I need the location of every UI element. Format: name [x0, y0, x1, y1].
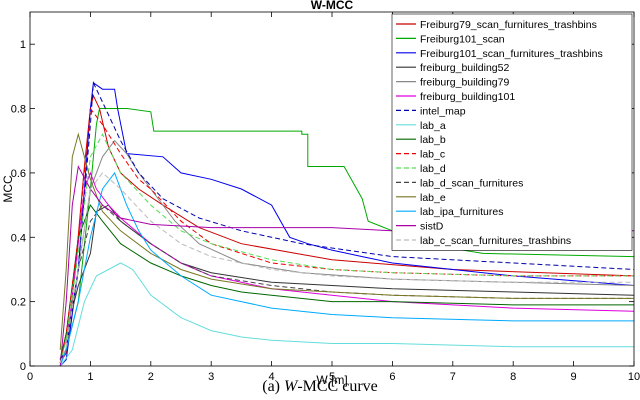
caption-suffix: -MCC curve	[297, 378, 378, 395]
x-axis-label: W [m]	[316, 373, 347, 387]
legend-box	[391, 13, 633, 251]
legend-entry: lab_ipa_furnitures	[420, 206, 503, 218]
y-tick-label: 0.6	[11, 168, 26, 180]
legend-entry: freiburg_building79	[420, 77, 509, 89]
x-tick-label: 8	[510, 371, 516, 383]
series-line-10	[59, 107, 634, 363]
y-tick-label: 1	[20, 39, 26, 51]
legend: Freiburg79_scan_furnitures_trashbins Frei…	[391, 13, 633, 251]
series-line-8	[59, 262, 634, 367]
series-line-7	[59, 80, 635, 360]
legend-entry: lab_c_scan_furnitures_trashbins	[420, 235, 571, 247]
series-line-2	[59, 108, 635, 360]
y-tick-label: 0.4	[11, 232, 26, 244]
series-line-16	[59, 172, 634, 363]
chart-title: W-MCC	[311, 0, 354, 12]
x-tick-label: 9	[571, 371, 577, 383]
caption-prefix: (a)	[262, 378, 280, 395]
legend-entry: lab_d	[420, 163, 446, 175]
legend-entry: Freiburg101_scan_furnitures_trashbins	[420, 48, 603, 60]
series-line-15	[59, 164, 634, 367]
x-tick-label: 3	[208, 371, 214, 383]
x-tick-label: 10	[628, 371, 640, 383]
legend-entry: lab_d_scan_furnitures	[420, 177, 523, 189]
y-tick-label: 0	[20, 361, 26, 373]
legend-entry: freiburg_building52	[420, 62, 509, 74]
x-tick-label: 5	[329, 371, 335, 383]
series-line-14	[59, 171, 634, 367]
series-layer	[59, 80, 635, 367]
legend-entry: lab_a	[420, 120, 446, 132]
y-axis-label: MCC	[1, 175, 15, 203]
series-line-13	[59, 132, 634, 350]
legend-entry: lab_e	[420, 192, 446, 204]
x-tick-label: 0	[27, 371, 33, 383]
legend-entry: freiburg_building101	[420, 91, 515, 103]
legend-entry: sistD	[420, 221, 444, 233]
legend-entry: lab_b	[420, 134, 446, 146]
series-line-11	[59, 133, 634, 363]
axes: 0 1 2 3 4 5 6 7 8 9 10 0 0.2 0.4 0.6 0.8 1	[11, 11, 640, 383]
legend-entry: Freiburg79_scan_furnitures_trashbins	[420, 19, 597, 31]
series-line-3	[59, 81, 635, 367]
x-tick-label: 7	[450, 371, 456, 383]
legend-entry: lab_c	[420, 149, 445, 161]
figure-caption: (a) W-MCC curve	[0, 378, 640, 396]
legend-entry: intel_map	[420, 105, 466, 117]
caption-variable: W	[284, 378, 298, 395]
x-tick-label: 6	[389, 371, 395, 383]
x-tick-label: 2	[148, 371, 154, 383]
y-tick-label: 0.2	[11, 297, 26, 309]
legend-entry: Freiburg101_scan	[420, 33, 505, 45]
y-tick-label: 0.8	[11, 104, 26, 116]
x-tick-label: 1	[87, 371, 93, 383]
x-tick-label: 4	[269, 371, 275, 383]
